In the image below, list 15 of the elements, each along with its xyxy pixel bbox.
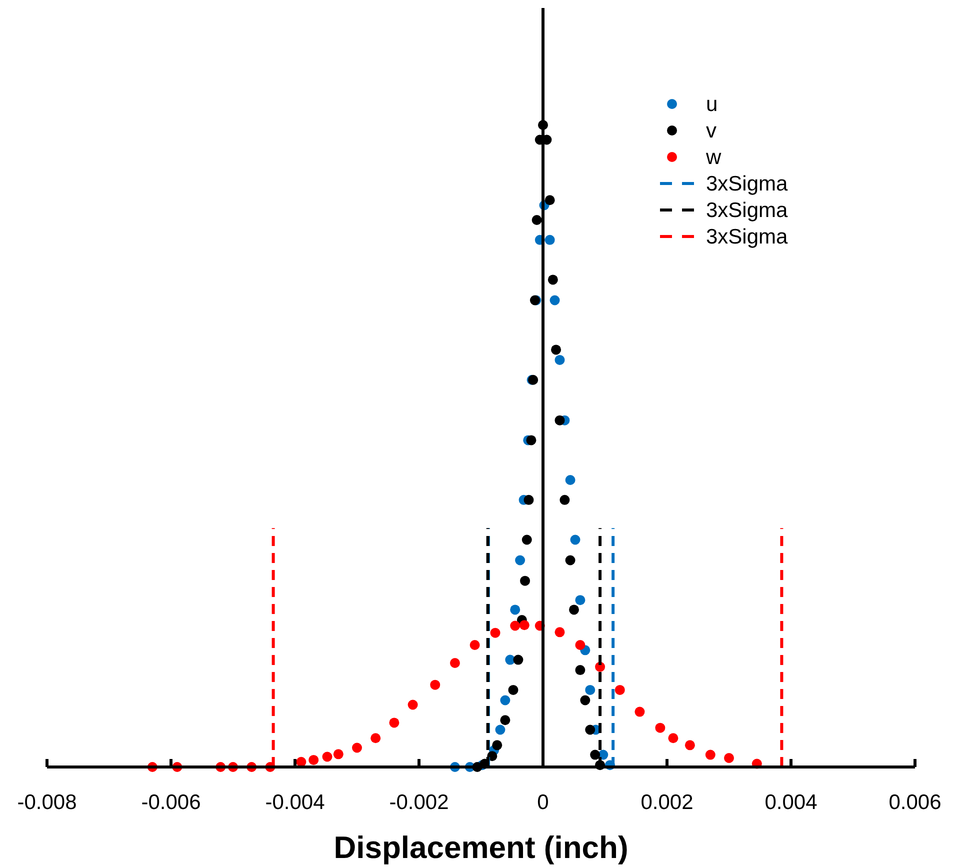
legend-label: 3xSigma	[706, 226, 788, 248]
x-tick-label: 0.002	[640, 791, 694, 814]
legend-label: 3xSigma	[706, 172, 788, 196]
x-tick-label: -0.006	[141, 791, 201, 814]
x-tick-label: 0.006	[888, 791, 942, 814]
x-tick-label: 0	[537, 791, 549, 814]
legend-label: w	[705, 146, 722, 169]
x-axis-title: Displacement (inch)	[334, 830, 628, 865]
legend-label: u	[706, 93, 718, 116]
legend-label: v	[706, 120, 717, 142]
x-tick-label: -0.004	[265, 791, 326, 814]
x-tick-label: -0.002	[389, 791, 449, 814]
x-tick-label: -0.008	[17, 791, 77, 814]
x-tick-label: 0.004	[764, 791, 818, 814]
legend-label: 3xSigma	[706, 199, 788, 222]
